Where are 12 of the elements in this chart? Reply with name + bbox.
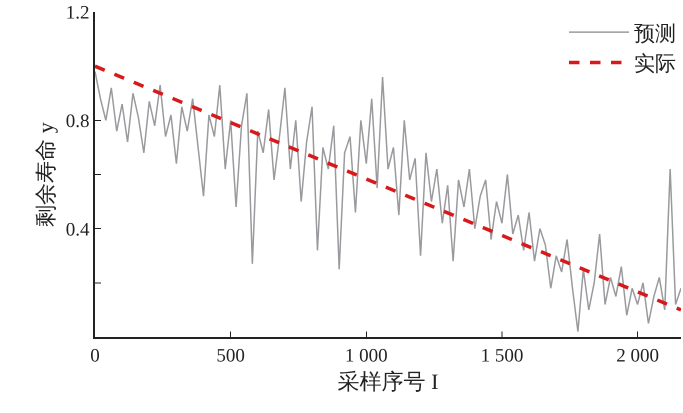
- x-tick-label: 1 500: [480, 346, 524, 367]
- y-tick-label: 1.2: [66, 2, 90, 24]
- y-tick-label: 0.4: [66, 219, 90, 240]
- x-tick-label: 2 000: [616, 346, 659, 367]
- y-axis-title: 剩余寿命 y: [33, 122, 58, 227]
- legend-label: 实际: [634, 52, 676, 76]
- x-tick-label: 500: [216, 346, 245, 367]
- x-axis-title: 采样序号 I: [338, 368, 438, 394]
- y-tick-label: 0.8: [66, 110, 90, 132]
- x-tick-label: 0: [90, 346, 100, 367]
- legend-label: 预测: [634, 21, 676, 46]
- x-tick-label: 1 000: [344, 346, 388, 367]
